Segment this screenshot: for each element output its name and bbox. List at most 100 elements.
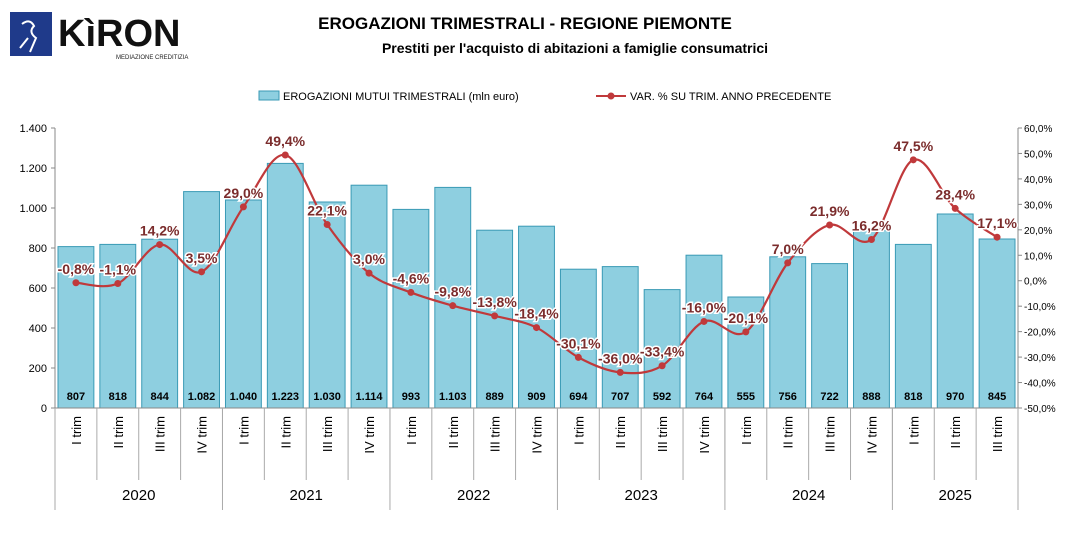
category-label: II trim: [948, 416, 963, 449]
category-label: III trim: [655, 416, 670, 452]
y-right-tick-label: 50,0%: [1024, 149, 1052, 160]
category-label: III trim: [153, 416, 168, 452]
line-marker: [72, 279, 80, 287]
bar: [183, 191, 220, 409]
line-marker: [323, 220, 331, 228]
y-left-tick-label: 800: [29, 243, 47, 255]
bar-value-label: 1.030: [313, 391, 341, 403]
line-marker: [784, 259, 792, 267]
bar-value-label: 845: [988, 391, 1006, 403]
line-value-label: -20,1%: [724, 310, 769, 326]
bar-value-label: 694: [569, 391, 588, 403]
line-value-label: 14,2%: [140, 223, 180, 239]
category-label: IV trim: [195, 416, 210, 454]
category-label: III trim: [823, 416, 838, 452]
line-value-label: -33,4%: [640, 344, 685, 360]
line-marker: [449, 302, 457, 310]
y-left-tick-label: 0: [41, 403, 47, 415]
line-value-label: -13,8%: [472, 294, 517, 310]
bar: [811, 263, 849, 409]
y-right-tick-label: 40,0%: [1024, 175, 1052, 186]
y-right-tick-label: -20,0%: [1024, 328, 1056, 339]
bar-value-label: 592: [653, 391, 671, 403]
line-marker: [700, 317, 708, 325]
bar: [559, 268, 597, 409]
bar: [769, 256, 807, 409]
bar-value-label: 1.103: [439, 391, 467, 403]
chart-title: EROGAZIONI TRIMESTRALI - REGIONE PIEMONT…: [318, 14, 732, 33]
category-label: IV trim: [530, 416, 545, 454]
y-right-tick-label: 60,0%: [1024, 124, 1052, 135]
line-value-label: -16,0%: [682, 299, 727, 315]
bar-value-label: 993: [402, 391, 420, 403]
bar-value-label: 722: [820, 391, 838, 403]
line-value-label: 17,1%: [977, 215, 1017, 231]
bar: [141, 238, 179, 409]
category-label: IV trim: [864, 416, 879, 454]
line-marker: [574, 353, 582, 361]
category-label: IV trim: [362, 416, 377, 454]
category-label: III trim: [320, 416, 335, 452]
line-marker: [239, 203, 247, 211]
bar: [350, 184, 388, 409]
y-left-tick-label: 1.400: [19, 123, 47, 135]
line-marker: [993, 233, 1001, 241]
y-right-tick-label: -30,0%: [1024, 353, 1056, 364]
bar-value-label: 756: [779, 391, 797, 403]
bar: [392, 208, 430, 409]
line-marker: [616, 368, 624, 376]
bar-value-label: 970: [946, 391, 964, 403]
y-left-tick-label: 1.000: [19, 203, 47, 215]
line-value-label: -18,4%: [514, 306, 559, 322]
year-label: 2021: [290, 487, 323, 504]
y-right-tick-label: 10,0%: [1024, 251, 1052, 262]
bar-value-label: 889: [485, 391, 503, 403]
bar-value-label: 888: [862, 391, 880, 403]
line-marker: [156, 241, 164, 249]
category-label: I trim: [236, 416, 251, 445]
line-value-label: 16,2%: [852, 217, 892, 233]
year-label: 2020: [122, 487, 155, 504]
year-label: 2022: [457, 487, 490, 504]
line-marker: [491, 312, 499, 320]
category-label: II trim: [446, 416, 461, 449]
bar: [308, 201, 346, 409]
category-label: II trim: [278, 416, 293, 449]
bar-value-label: 1.040: [230, 391, 258, 403]
year-label: 2024: [792, 487, 825, 504]
bar: [936, 213, 974, 409]
bar-value-label: 555: [737, 391, 755, 403]
y-right-tick-label: 30,0%: [1024, 200, 1052, 211]
line-value-label: -9,8%: [434, 284, 471, 300]
line-marker: [281, 151, 289, 159]
line-value-label: 28,4%: [935, 186, 975, 202]
bar-value-label: 909: [527, 391, 545, 403]
line-value-label: -4,6%: [393, 270, 430, 286]
category-label: I trim: [571, 416, 586, 445]
y-right-tick-label: 20,0%: [1024, 226, 1052, 237]
y-right-tick-label: -10,0%: [1024, 302, 1056, 313]
category-label: I trim: [69, 416, 84, 445]
y-right-tick-label: -40,0%: [1024, 379, 1056, 390]
line-value-label: -0,8%: [58, 261, 95, 277]
bar-value-label: 1.114: [356, 391, 384, 403]
line-marker: [742, 328, 750, 336]
bar: [601, 266, 639, 409]
line-value-label: 21,9%: [810, 203, 850, 219]
line-value-label: -1,1%: [100, 262, 137, 278]
line-value-label: 22,1%: [307, 202, 347, 218]
line-marker: [658, 362, 666, 370]
bar-value-label: 818: [904, 391, 922, 403]
category-label: II trim: [111, 416, 126, 449]
line-marker: [951, 204, 959, 212]
year-label: 2023: [624, 487, 657, 504]
line-value-label: -30,1%: [556, 335, 601, 351]
legend-bar-swatch: [258, 90, 280, 101]
line-value-label: 3,0%: [353, 251, 385, 267]
bar: [224, 199, 262, 409]
line-marker: [365, 269, 373, 277]
category-label: IV trim: [697, 416, 712, 454]
bar-value-label: 707: [611, 391, 629, 403]
line-marker: [533, 324, 540, 332]
